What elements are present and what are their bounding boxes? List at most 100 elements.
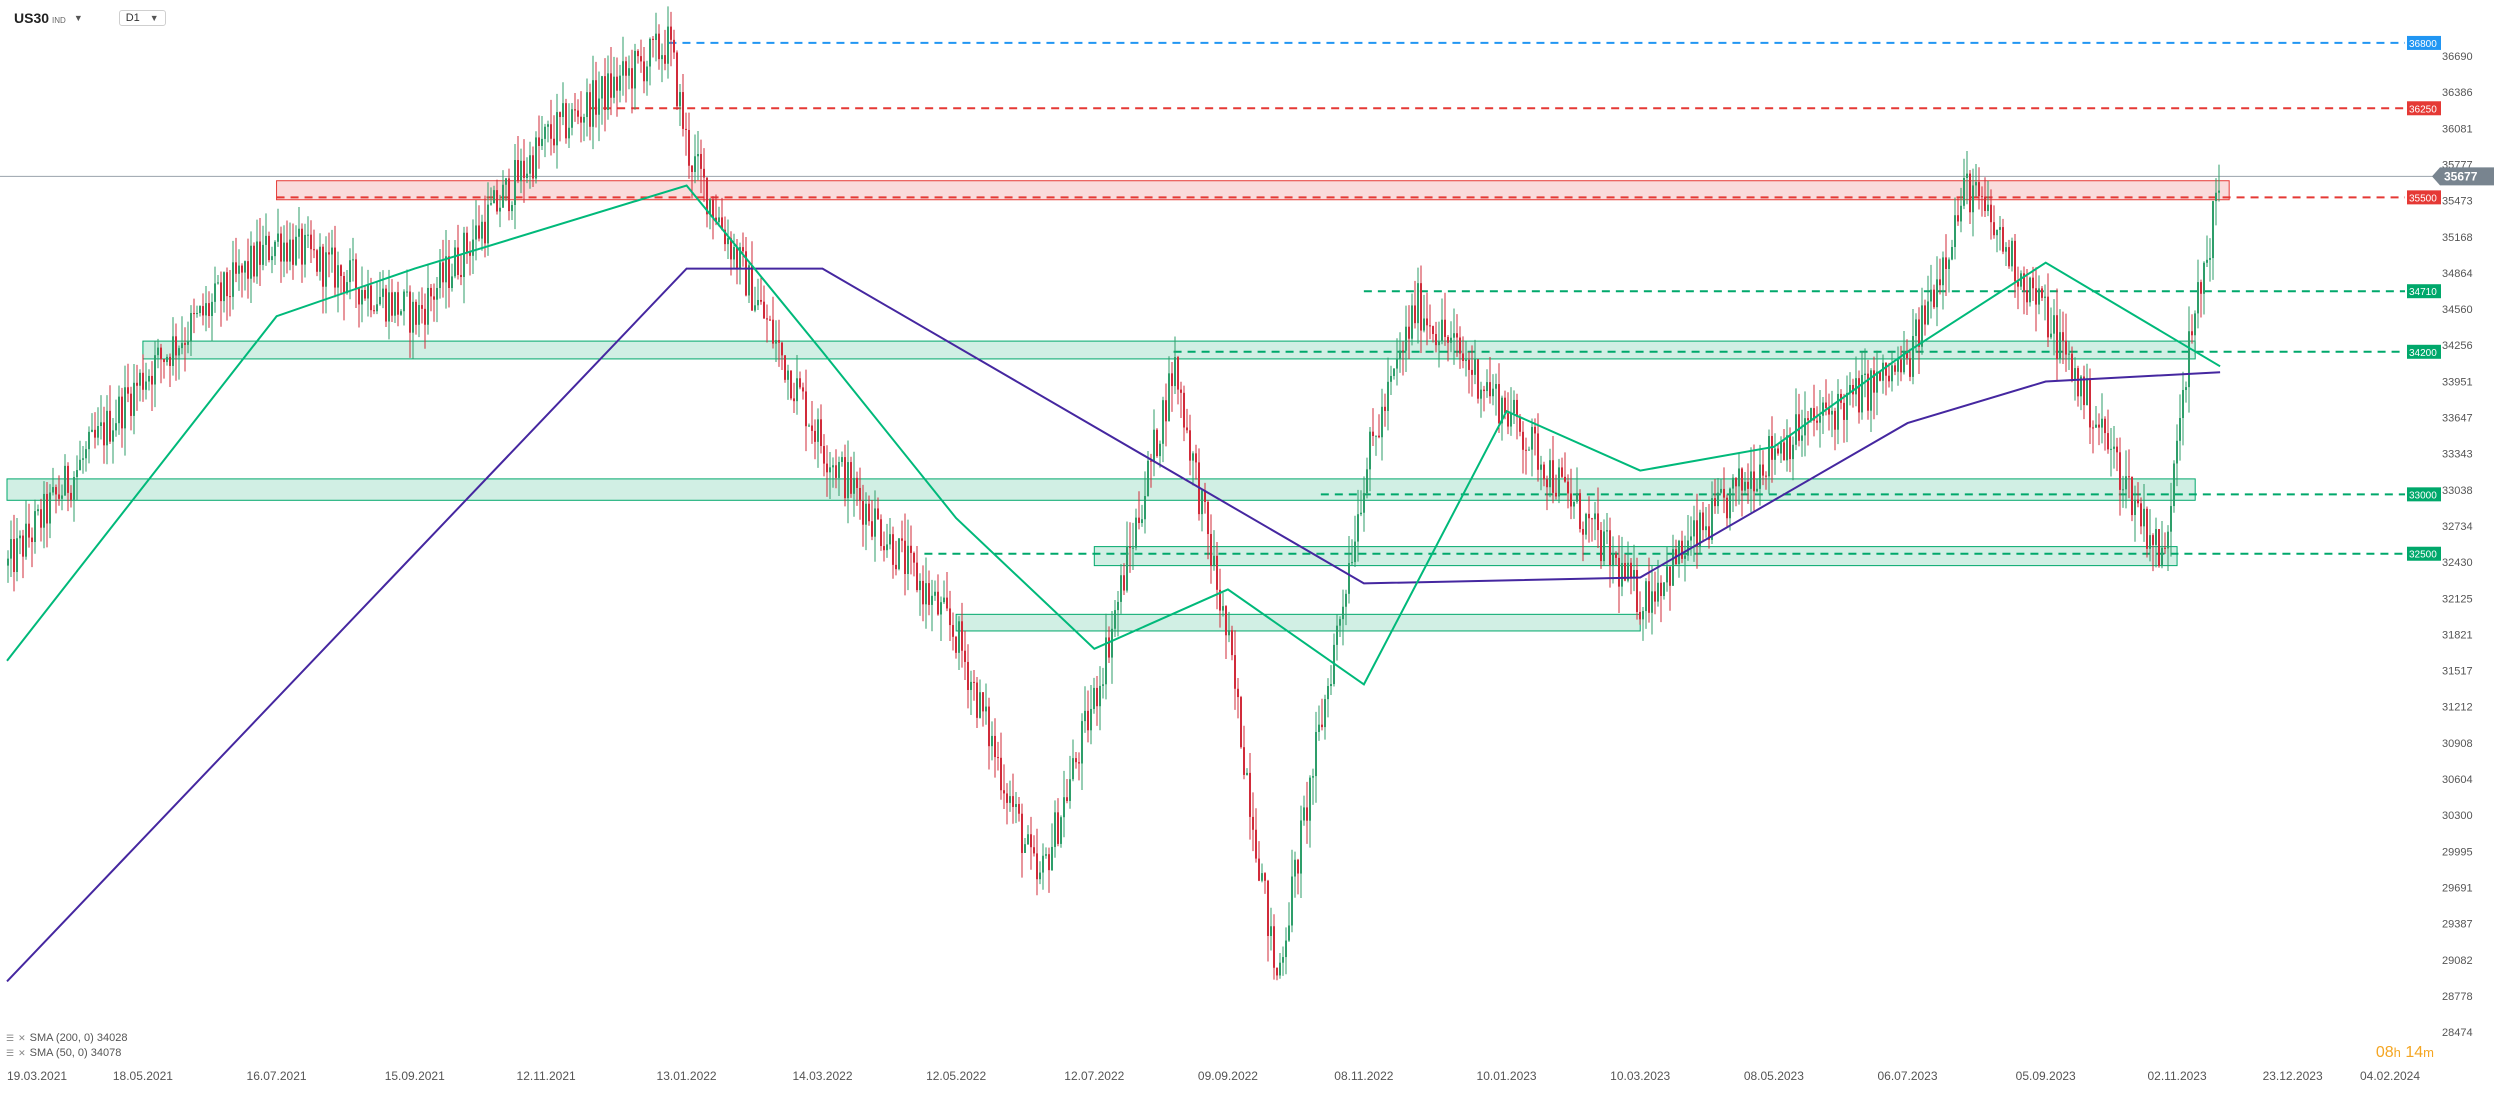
candle-body — [1006, 793, 1008, 803]
candle-body — [877, 508, 879, 520]
close-icon[interactable]: ✕ — [18, 1048, 26, 1058]
candle-body — [1924, 305, 1926, 325]
candle-body — [1249, 772, 1251, 817]
candle-body — [1879, 371, 1881, 381]
candle-body — [316, 250, 318, 272]
candle-body — [946, 597, 948, 609]
candle-body — [190, 313, 192, 342]
candle-body — [1186, 427, 1188, 431]
candle-body — [1666, 566, 1668, 583]
candle-body — [1681, 540, 1683, 559]
settings-icon[interactable]: ☰ — [6, 1048, 15, 1058]
candle-body — [1609, 530, 1611, 566]
current-price-label: 35677 — [2444, 169, 2478, 183]
candle-body — [1945, 257, 1947, 269]
candle-body — [1798, 414, 1800, 441]
x-tick-label: 16.07.2021 — [247, 1069, 307, 1083]
candle-body — [1756, 488, 1758, 492]
candle-body — [1027, 834, 1029, 845]
candle-body — [592, 80, 594, 127]
candle-body — [1111, 628, 1113, 658]
candle-body — [2170, 506, 2172, 532]
candle-body — [553, 138, 555, 146]
symbol-label[interactable]: US30 — [14, 10, 50, 26]
candle-body — [16, 538, 18, 573]
candle-body — [1936, 279, 1938, 308]
close-icon[interactable]: ✕ — [18, 1033, 26, 1043]
candle-body — [1129, 546, 1131, 548]
candle-body — [613, 76, 615, 98]
x-tick-label: 12.07.2022 — [1064, 1069, 1124, 1083]
candle-body — [928, 583, 930, 605]
candle-body — [1060, 817, 1062, 844]
candle-body — [1507, 413, 1509, 427]
candle-body — [1192, 453, 1194, 461]
settings-icon[interactable]: ☰ — [6, 1033, 15, 1043]
candle-body — [1930, 289, 1932, 302]
candle-body — [2065, 340, 2067, 355]
candle-body — [2155, 529, 2157, 545]
candle-body — [454, 247, 456, 277]
candle-body — [2173, 463, 2175, 507]
candle-body — [1318, 724, 1320, 732]
candle-body — [1582, 528, 1584, 535]
candle-body — [1525, 449, 1527, 451]
candle-body — [1219, 589, 1221, 611]
candle-body — [1453, 333, 1455, 338]
candle-body — [784, 355, 786, 380]
candle-body — [1018, 804, 1020, 814]
candle-body — [1726, 497, 1728, 519]
candle-body — [1843, 402, 1845, 420]
candle-body — [814, 430, 816, 442]
timeframe-select[interactable]: D1 ▼ — [118, 10, 166, 26]
candle-body — [1030, 834, 1032, 848]
candle-body — [616, 76, 618, 91]
symbol-dropdown-icon[interactable]: ▼ — [73, 13, 83, 23]
candle-body — [1435, 333, 1437, 346]
support-zone[interactable] — [6, 478, 2196, 501]
candle-body — [229, 296, 231, 298]
candle-body — [328, 252, 330, 255]
level-tag — [2407, 344, 2441, 359]
resistance-zone[interactable] — [276, 180, 2230, 201]
candle-body — [1600, 530, 1602, 562]
candle-body — [13, 539, 15, 573]
candle-body — [1153, 429, 1155, 462]
candle-body — [1813, 408, 1815, 421]
candle-body — [1459, 337, 1461, 354]
candle-body — [1366, 469, 1368, 494]
candle-body — [943, 597, 945, 603]
candle-body — [1942, 257, 1944, 286]
candle-body — [2218, 190, 2220, 193]
candle-body — [157, 347, 159, 356]
support-zone[interactable] — [142, 340, 2196, 360]
candle-body — [64, 465, 66, 496]
candle-body — [1789, 435, 1791, 460]
candle-body — [1348, 563, 1350, 594]
level-tag-label: 36250 — [2409, 104, 2437, 115]
candle-body — [481, 221, 483, 239]
candle-body — [1561, 467, 1563, 477]
candle-body — [250, 245, 252, 279]
candle-body — [79, 459, 81, 471]
candle-body — [52, 487, 54, 493]
candle-body — [1072, 758, 1074, 780]
candle-body — [430, 287, 432, 297]
candle-body — [1876, 371, 1878, 393]
candle-body — [982, 692, 984, 712]
candle-body — [1252, 816, 1254, 830]
candle-body — [1465, 359, 1467, 361]
candle-body — [1168, 373, 1170, 422]
support-zone[interactable] — [955, 613, 1641, 632]
support-zone[interactable] — [1093, 546, 2178, 567]
candle-body — [1741, 468, 1743, 491]
candle-body — [1273, 926, 1275, 968]
candle-body — [1369, 431, 1371, 470]
candle-body — [745, 251, 747, 296]
candle-body — [994, 735, 996, 758]
candle-body — [853, 477, 855, 494]
candle-body — [1993, 222, 1995, 236]
candle-body — [2047, 296, 2049, 338]
candle-body — [508, 178, 510, 212]
